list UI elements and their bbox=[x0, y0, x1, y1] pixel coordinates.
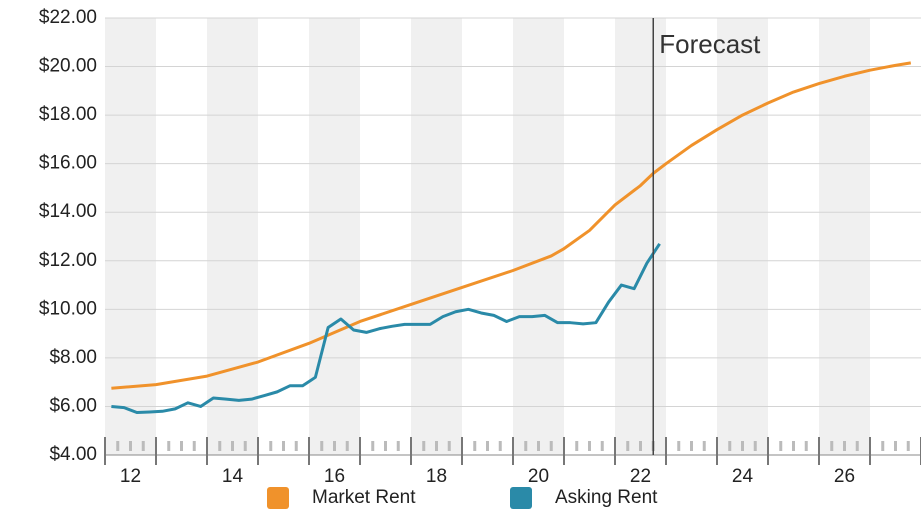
y-tick-label: $10.00 bbox=[39, 298, 97, 319]
year-band bbox=[309, 18, 360, 455]
year-band bbox=[513, 18, 564, 455]
y-tick-label: $18.00 bbox=[39, 104, 97, 125]
background-bands bbox=[105, 18, 870, 455]
series-line bbox=[111, 61, 912, 390]
year-band bbox=[105, 18, 156, 455]
x-tick-label: 14 bbox=[222, 466, 244, 487]
year-band bbox=[615, 18, 666, 455]
y-tick-label: $16.00 bbox=[39, 153, 97, 174]
year-band bbox=[411, 18, 462, 455]
y-tick-label: $20.00 bbox=[39, 56, 97, 77]
y-tick-label: $14.00 bbox=[39, 201, 97, 222]
series-line bbox=[111, 242, 661, 415]
y-tick-label: $6.00 bbox=[49, 395, 97, 416]
x-tick-label: 26 bbox=[834, 466, 855, 487]
x-tick-label: 24 bbox=[732, 466, 754, 487]
legend-label: Asking Rent bbox=[555, 487, 658, 508]
y-tick-label: $8.00 bbox=[49, 347, 97, 368]
y-tick-label: $12.00 bbox=[39, 250, 97, 271]
y-tick-label: $4.00 bbox=[49, 444, 97, 465]
x-tick-label: 22 bbox=[630, 466, 651, 487]
y-tick-label: $22.00 bbox=[39, 7, 97, 28]
forecast-label: Forecast bbox=[659, 29, 761, 59]
legend-label: Market Rent bbox=[312, 487, 416, 508]
year-band bbox=[207, 18, 258, 455]
x-tick-label: 16 bbox=[324, 466, 345, 487]
legend-swatch bbox=[510, 487, 532, 509]
x-tick-label: 12 bbox=[120, 466, 141, 487]
legend-swatch bbox=[267, 487, 289, 509]
x-tick-label: 18 bbox=[426, 466, 447, 487]
year-band bbox=[819, 18, 870, 455]
x-tick-label: 20 bbox=[528, 466, 549, 487]
year-band bbox=[717, 18, 768, 455]
